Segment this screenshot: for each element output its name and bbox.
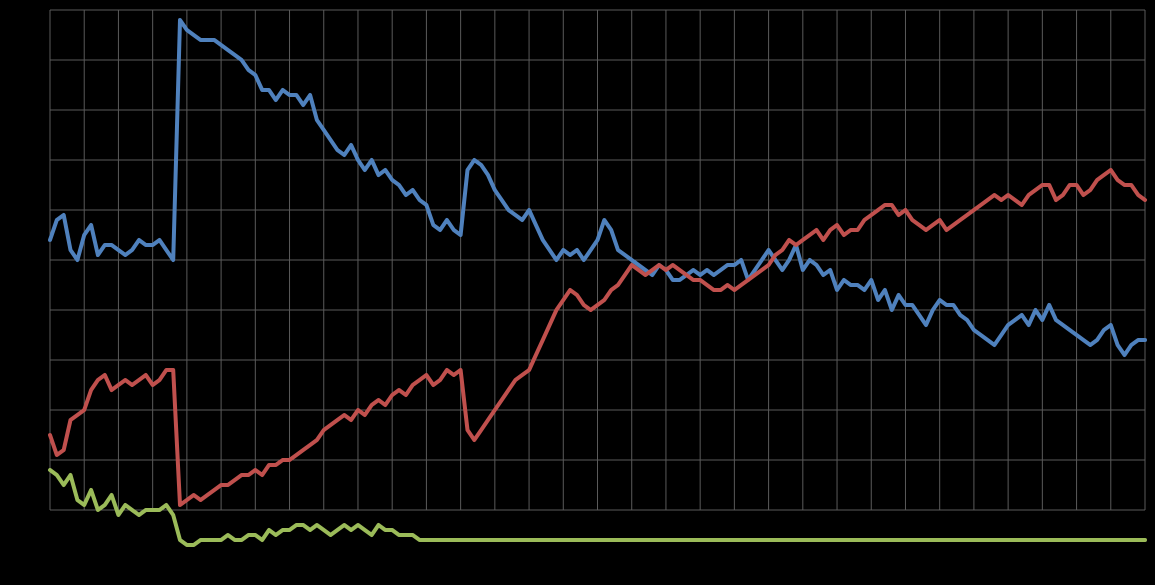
grid-lines <box>49 9 1146 511</box>
series-line-2 <box>48 168 1147 507</box>
series-lines <box>48 18 1147 547</box>
series-line-1 <box>48 18 1147 357</box>
series-line-3 <box>48 468 1147 547</box>
